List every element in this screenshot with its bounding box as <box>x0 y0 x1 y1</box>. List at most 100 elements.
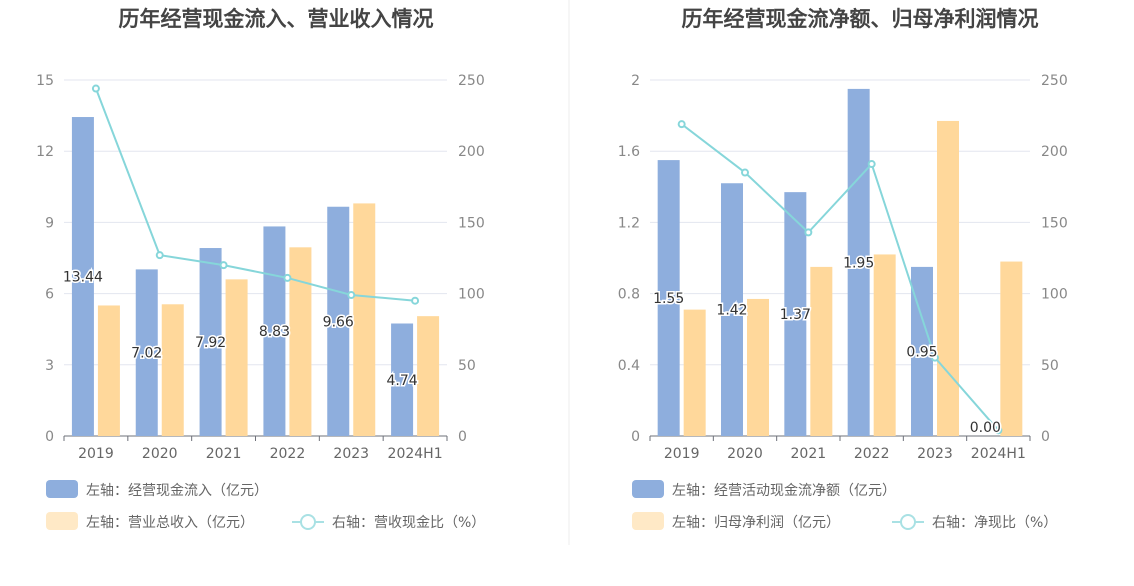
bar-secondary <box>810 266 833 436</box>
left-axis-tick: 15 <box>36 73 54 89</box>
data-label: 7.92 <box>195 335 226 351</box>
x-axis-tick: 2019 <box>78 446 114 462</box>
legend-entry: 左轴：经营现金流入（亿元） <box>86 483 268 499</box>
data-label: 0.95 <box>906 344 937 360</box>
bar-primary <box>391 323 414 436</box>
ratio-point <box>347 291 356 300</box>
right-axis-tick: 100 <box>458 287 485 303</box>
x-axis-tick: 2020 <box>142 446 178 462</box>
ratio-point <box>91 84 100 93</box>
bar-primary <box>721 183 743 436</box>
bar-secondary <box>873 254 896 436</box>
data-label: 7.02 <box>131 346 162 362</box>
right-axis-tick: 200 <box>1041 144 1068 160</box>
legend-swatch <box>632 480 664 498</box>
legend-swatch <box>46 480 78 498</box>
data-label: 1.95 <box>843 255 874 271</box>
legend-entry: 左轴：经营活动现金流净额（亿元） <box>672 483 896 499</box>
legend-entry: 左轴：营业总收入（亿元） <box>86 515 254 531</box>
ratio-point <box>867 160 876 169</box>
bar-secondary <box>683 309 706 436</box>
x-axis-tick: 2019 <box>664 446 700 462</box>
right-axis-tick: 150 <box>458 215 485 231</box>
bar-primary <box>657 160 680 436</box>
right-axis-tick: 0 <box>1041 429 1050 445</box>
x-axis-tick: 2022 <box>270 446 306 462</box>
data-label: 13.44 <box>63 270 103 286</box>
bar-primary <box>135 269 158 436</box>
right-axis-tick: 50 <box>458 358 476 374</box>
bar-primary <box>199 248 222 436</box>
legend-line-marker <box>300 514 316 530</box>
ratio-line <box>681 123 1000 431</box>
bar-secondary <box>353 203 376 436</box>
ratio-point <box>931 353 939 362</box>
ratio-point <box>155 251 164 260</box>
right-axis-tick: 150 <box>1041 215 1068 231</box>
bar-secondary <box>937 120 959 436</box>
legend-swatch <box>632 512 664 530</box>
x-axis-tick: 2024H1 <box>388 446 443 462</box>
left-axis-tick: 6 <box>45 287 54 303</box>
left-axis-tick: 3 <box>45 358 54 374</box>
left-axis-tick: 12 <box>36 144 54 160</box>
ratio-point <box>804 228 813 237</box>
legend-swatch <box>46 512 78 530</box>
bar-primary <box>71 117 94 437</box>
right-axis-tick: 200 <box>458 144 485 160</box>
bar-primary <box>784 192 807 436</box>
data-label: 1.42 <box>716 303 747 319</box>
bar-secondary <box>417 316 440 436</box>
ratio-point <box>994 426 1003 435</box>
ratio-point <box>283 273 292 282</box>
chart-panel-1: 历年经营现金流入、营业收入情况0369121505010015020025020… <box>36 7 485 531</box>
bar-primary <box>327 206 350 436</box>
legend-entry: 右轴：营收现金比（%） <box>332 515 485 531</box>
data-label: 8.83 <box>259 324 290 340</box>
ratio-point <box>677 120 686 129</box>
chart-title: 历年经营现金流入、营业收入情况 <box>119 7 434 31</box>
right-axis-tick: 0 <box>458 429 467 445</box>
chart-panel-2: 历年经营现金流净额、归母净利润情况 0 0.4 0.8 1.2 1.6 2 0 50 100 150… <box>618 7 1068 531</box>
bar-secondary <box>289 247 312 436</box>
ratio-line <box>94 88 416 302</box>
data-label: 0.00 <box>970 420 1001 436</box>
bar-primary <box>263 226 286 436</box>
right-axis-tick: 50 <box>1041 358 1059 374</box>
right-axis-tick: 100 <box>1041 287 1068 303</box>
x-axis-tick: 2022 <box>854 446 890 462</box>
x-axis-tick: 2020 <box>727 446 763 462</box>
x-axis-tick: 2023 <box>917 446 953 462</box>
ratio-point <box>411 296 420 305</box>
x-axis-tick: 2021 <box>206 446 242 462</box>
left-axis-tick: 1.2 <box>618 215 640 231</box>
data-label: 4.74 <box>386 373 417 389</box>
bar-secondary <box>161 304 184 436</box>
left-axis-tick: 0.4 <box>618 358 640 374</box>
legend-line-marker <box>900 514 916 530</box>
ratio-point <box>219 261 228 270</box>
legend-entry: 左轴：归母净利润（亿元） <box>672 514 840 531</box>
left-axis-tick: 2 <box>631 73 640 89</box>
data-label: 9.66 <box>323 314 354 330</box>
bar-secondary <box>225 279 248 436</box>
left-axis-tick: 0.8 <box>618 287 640 303</box>
ratio-point <box>741 168 749 177</box>
legend-entry: 右轴：净现比（%） <box>932 515 1057 531</box>
bar-secondary <box>747 298 769 436</box>
x-axis-tick: 2024H1 <box>971 446 1026 462</box>
x-axis-tick: 2023 <box>333 446 369 462</box>
left-axis-tick: 9 <box>45 215 54 231</box>
x-axis-tick: 2021 <box>791 446 827 462</box>
bar-secondary <box>1000 261 1023 436</box>
right-axis-tick: 250 <box>1041 73 1068 89</box>
bar-secondary <box>97 305 120 436</box>
chart-title: 历年经营现金流净额、归母净利润情况 <box>682 7 1039 31</box>
bar-primary <box>911 266 933 436</box>
bar-primary <box>847 88 870 437</box>
data-label: 1.55 <box>653 291 684 307</box>
right-axis-tick: 250 <box>458 73 485 89</box>
left-axis-tick: 0 <box>45 429 54 445</box>
